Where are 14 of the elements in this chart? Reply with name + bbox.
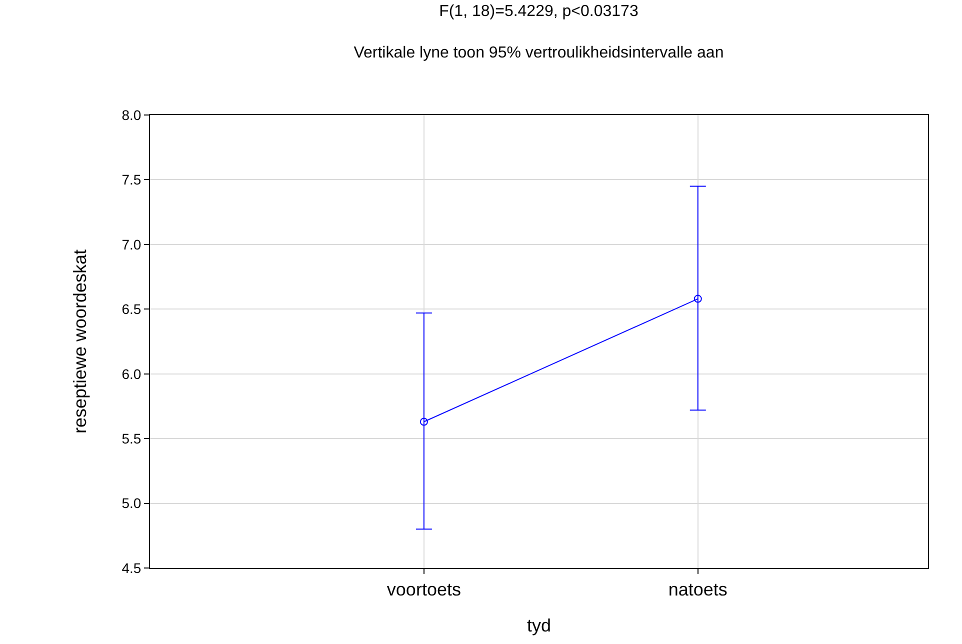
y-tick-label: 8.0 (122, 106, 142, 123)
y-tick-label: 7.0 (122, 236, 142, 252)
chart-title: F(1, 18)=5.4229, p<0.03173 (439, 3, 638, 20)
y-tick-label: 5.5 (122, 430, 142, 446)
y-tick-label: 4.5 (122, 560, 142, 576)
y-axis-title: reseptiewe woordeskat (70, 249, 90, 434)
y-tick-label: 6.0 (122, 366, 142, 382)
chart-subtitle: Vertikale lyne toon 95% vertroulikheidsintervalle aan (354, 44, 724, 62)
y-tick-label: 7.5 (122, 172, 142, 188)
x-tick-label: voortoets (386, 580, 461, 600)
y-tick-label: 6.5 (122, 301, 142, 318)
x-axis-title: tyd (526, 616, 552, 636)
x-tick-label: natoets (668, 580, 728, 600)
y-tick-label: 5.0 (122, 495, 142, 512)
